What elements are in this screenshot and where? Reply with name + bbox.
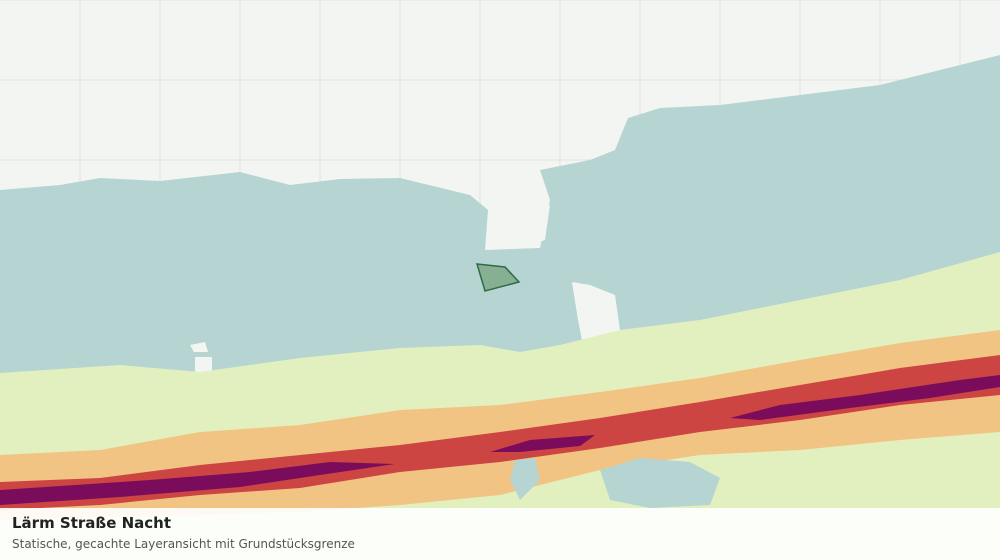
noise-zone-low	[0, 55, 1000, 390]
noise-zone-very-high	[0, 375, 1000, 505]
caption-subtitle: Statische, gecachte Layeransicht mit Gru…	[12, 537, 355, 551]
caption-panel	[0, 508, 1000, 560]
parcel-boundary	[475, 263, 521, 292]
caption-title: Lärm Straße Nacht	[12, 514, 171, 532]
noise-zone-low	[510, 458, 720, 508]
noise-zone-high	[0, 355, 1000, 510]
